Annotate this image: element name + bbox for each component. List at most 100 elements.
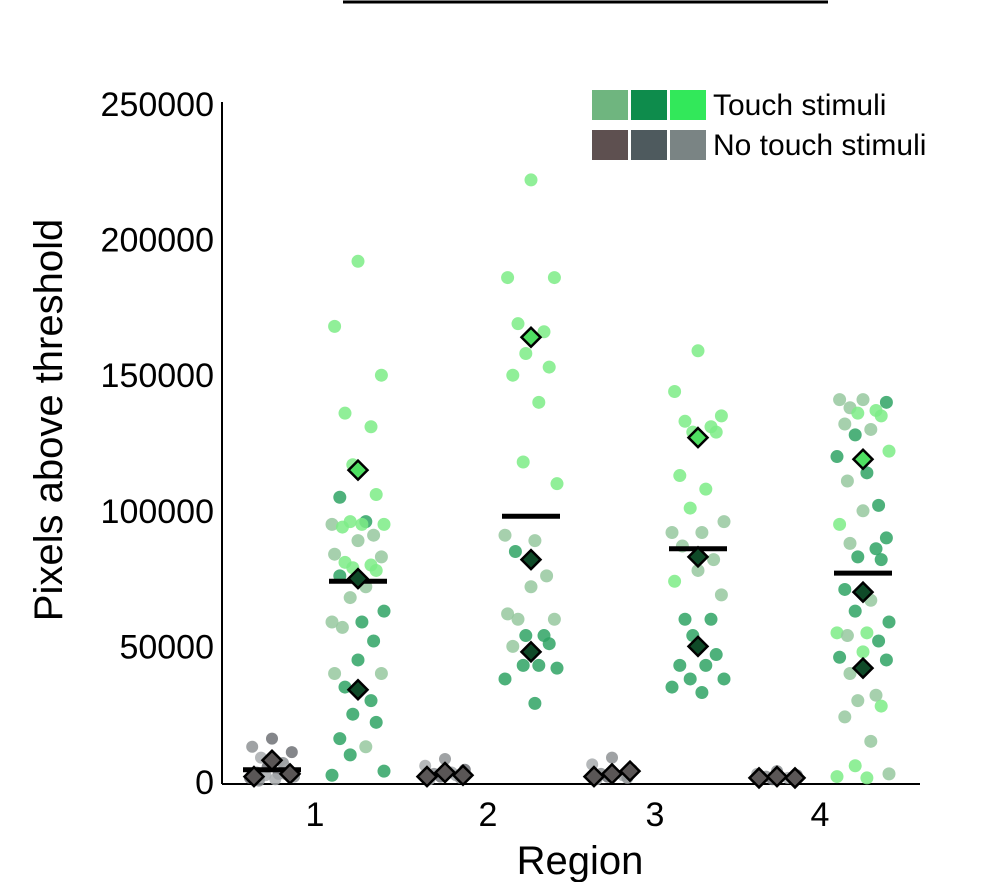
data-point xyxy=(528,696,542,710)
data-point xyxy=(838,582,852,596)
data-point xyxy=(848,759,862,773)
data-point xyxy=(879,653,893,667)
data-point xyxy=(606,751,618,764)
data-point xyxy=(678,612,692,626)
data-point xyxy=(377,517,391,531)
data-point xyxy=(717,672,731,686)
data-point xyxy=(860,771,874,785)
data-point xyxy=(369,488,383,502)
legend-swatch xyxy=(592,90,628,120)
data-point xyxy=(714,409,728,423)
data-point xyxy=(266,732,278,745)
individual-mean-diamond xyxy=(765,765,789,788)
data-point xyxy=(351,254,365,268)
data-point xyxy=(506,639,520,653)
data-point xyxy=(695,686,709,700)
data-point xyxy=(516,455,530,469)
data-point xyxy=(528,534,542,548)
data-point xyxy=(325,768,339,782)
data-point xyxy=(285,746,298,759)
individual-mean-diamond xyxy=(618,759,642,783)
data-point xyxy=(343,748,357,762)
data-point xyxy=(333,490,347,504)
individual-mean-diamond xyxy=(686,426,710,449)
data-point xyxy=(874,409,888,423)
data-point xyxy=(869,688,883,702)
data-point xyxy=(833,393,847,407)
data-point xyxy=(325,517,339,531)
x-tick-label: 4 xyxy=(811,796,830,834)
individual-mean-diamond xyxy=(686,635,710,658)
y-axis-title: Pixels above threshold xyxy=(27,219,71,621)
data-point xyxy=(699,658,713,672)
data-point xyxy=(519,629,533,643)
data-point xyxy=(524,173,538,187)
y-tick-label: 0 xyxy=(195,764,214,802)
y-tick-labels: 0 50000 100000 150000 200000 250000 xyxy=(101,86,214,802)
data-point xyxy=(374,368,388,382)
data-point xyxy=(508,544,522,558)
data-point xyxy=(872,634,886,648)
data-point xyxy=(840,629,854,643)
individual-mean-diamond xyxy=(686,545,710,569)
data-point xyxy=(246,740,259,753)
individual-mean-diamond xyxy=(415,765,439,788)
data-point xyxy=(374,550,388,564)
y-tick-label: 100000 xyxy=(101,493,214,531)
data-point xyxy=(537,325,551,339)
data-point xyxy=(511,317,525,331)
data-point xyxy=(506,368,520,382)
individual-mean-diamond xyxy=(278,762,302,786)
data-point xyxy=(343,591,357,605)
data-point xyxy=(851,406,865,420)
data-point xyxy=(668,384,682,398)
data-point xyxy=(856,504,870,518)
individual-mean-diamond xyxy=(260,749,284,772)
data-point xyxy=(325,615,339,629)
individual-mean-diamond xyxy=(747,766,771,790)
data-point xyxy=(542,360,556,374)
data-point xyxy=(691,563,705,577)
individual-mean-diamond xyxy=(519,640,543,664)
x-tick-label: 1 xyxy=(306,796,325,834)
data-point xyxy=(547,271,561,285)
data-point xyxy=(665,680,679,694)
x-tick-label: 2 xyxy=(479,796,498,834)
data-point xyxy=(524,580,538,594)
x-tick-labels: 1 2 3 4 xyxy=(306,796,830,834)
data-point xyxy=(328,319,342,333)
y-tick-label: 250000 xyxy=(101,86,214,124)
data-point xyxy=(369,563,383,577)
data-point xyxy=(328,667,342,681)
individual-mean-diamond xyxy=(346,678,370,702)
data-point xyxy=(377,604,391,618)
data-point xyxy=(879,531,893,545)
data-point xyxy=(359,740,373,754)
data-point xyxy=(355,517,369,531)
y-tick-label: 200000 xyxy=(101,222,214,260)
x-tick-label: 3 xyxy=(646,796,665,834)
individual-mean-diamond xyxy=(242,765,266,788)
data-point xyxy=(673,658,687,672)
legend-swatch xyxy=(670,90,706,120)
individual-mean-diamond xyxy=(519,548,543,571)
data-point xyxy=(709,648,723,662)
data-point xyxy=(851,550,865,564)
data-point xyxy=(364,420,378,434)
data-point xyxy=(511,612,525,626)
data-point xyxy=(367,634,381,648)
data-point xyxy=(830,450,844,464)
data-point xyxy=(869,542,883,556)
data-point xyxy=(709,425,723,439)
individual-mean-diamond xyxy=(519,325,543,349)
data-point xyxy=(665,525,679,539)
y-tick-label: 50000 xyxy=(119,628,214,666)
y-tick-label: 150000 xyxy=(101,357,214,395)
individual-mean-diamond xyxy=(851,580,875,604)
data-point xyxy=(714,588,728,602)
data-point xyxy=(864,422,878,436)
data-point xyxy=(707,553,721,567)
data-point xyxy=(856,393,870,407)
data-point xyxy=(351,653,365,667)
